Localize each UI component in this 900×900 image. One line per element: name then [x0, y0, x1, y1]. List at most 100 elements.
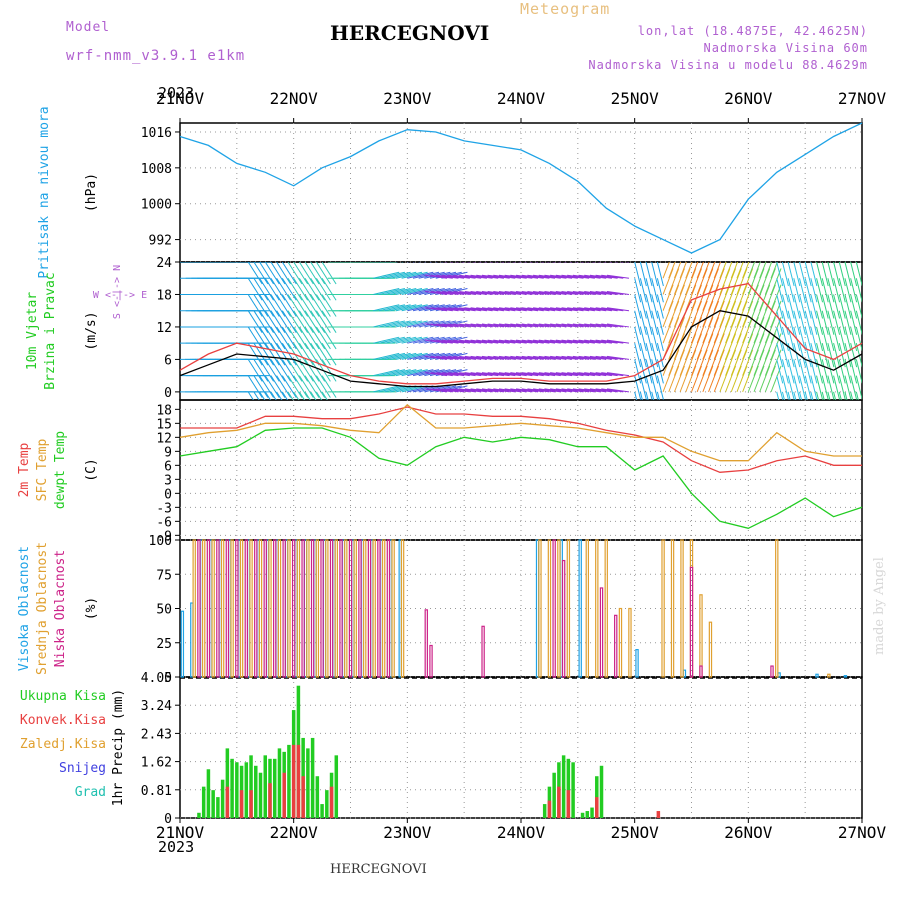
wind-barb: [827, 359, 835, 384]
wind-barb: [719, 262, 727, 279]
wind-barb: [510, 339, 533, 344]
wind-barb: [759, 349, 771, 376]
wind-barb: [464, 274, 487, 279]
wind-barb: [759, 365, 771, 393]
model-label: Model: [66, 20, 111, 35]
wind-barb: [827, 294, 835, 319]
wind-barb: [430, 372, 453, 377]
wind-barb: [373, 304, 400, 312]
precip-bar: [296, 744, 301, 818]
wind-barb: [753, 349, 765, 376]
wind-barb: [533, 274, 556, 279]
precip-bar: [268, 783, 272, 818]
wind-barb: [453, 355, 476, 360]
wind-barb: [527, 372, 550, 377]
wind-barb: [270, 326, 286, 350]
wind-barb: [293, 277, 309, 301]
wind-barb: [572, 372, 595, 377]
wind-barb: [821, 343, 829, 368]
wind-barb: [844, 294, 852, 319]
wind-barb: [498, 355, 522, 360]
wind-barb: [442, 372, 465, 377]
wind-barb: [742, 262, 750, 279]
cloud-bar: [239, 539, 244, 678]
wind-barb: [810, 391, 814, 400]
wind-barb: [850, 343, 858, 368]
wind-barb: [634, 310, 642, 335]
wind-barb: [747, 262, 756, 279]
wind-barb: [464, 323, 487, 328]
wind-barb: [413, 262, 416, 263]
cloud-bar: [273, 539, 277, 678]
wind-barb: [589, 388, 613, 393]
wind-barb: [436, 290, 459, 295]
wind-barb: [401, 320, 428, 328]
wind-barb: [315, 342, 331, 366]
wind-barb: [390, 304, 417, 312]
wind-barb: [833, 391, 837, 400]
wind-barb: [304, 294, 320, 317]
cloud-bar: [339, 539, 343, 678]
wind-barb: [510, 372, 533, 377]
wind-barb: [521, 323, 544, 328]
wind-barb: [544, 307, 567, 312]
wind-barb: [555, 355, 578, 360]
wind-barb: [781, 278, 789, 303]
wind-barb: [736, 262, 744, 279]
wind-barb: [390, 287, 417, 295]
wind-barb: [776, 375, 784, 400]
wind-barb: [276, 294, 292, 317]
precip-bar: [225, 748, 230, 818]
wind-barb: [810, 294, 818, 319]
wind-barb: [315, 391, 323, 400]
wind-barb: [510, 388, 533, 393]
wind-barb: [685, 284, 697, 311]
wind-barb: [578, 323, 601, 328]
wind-barb: [521, 339, 544, 344]
wind-barb: [276, 262, 292, 285]
wind-barb: [651, 294, 659, 319]
wind-barb: [487, 274, 510, 279]
wind-barb: [493, 372, 516, 377]
wind-barb: [850, 294, 858, 319]
wind-barb: [601, 339, 624, 344]
wind-barb: [253, 391, 260, 400]
cloud-bar: [320, 539, 324, 678]
wind-barb: [264, 262, 280, 285]
wind-barb: [470, 388, 493, 393]
precip-bar: [230, 758, 234, 818]
wind-barb: [595, 307, 618, 312]
precip-bar: [306, 748, 310, 818]
wind-barb: [606, 290, 630, 295]
wind-barb: [470, 290, 493, 295]
wind-barb: [270, 310, 286, 333]
wind-barb: [567, 323, 590, 328]
wind-barb: [639, 310, 647, 335]
wind-barb: [441, 262, 444, 263]
wind-barb: [816, 326, 824, 352]
wind-barb: [515, 355, 539, 360]
wind-barb: [259, 294, 274, 317]
wind-barb: [259, 359, 274, 382]
wind-barb: [730, 365, 742, 393]
wind-barb: [498, 388, 522, 393]
wind-barb: [476, 339, 499, 344]
model-altitude-label: Nadmorska Visina u modelu 88.4629m: [588, 58, 868, 72]
cloud-bar: [381, 539, 386, 678]
precip-bar: [315, 776, 320, 818]
wind-barb: [259, 262, 274, 285]
wind-barb: [425, 274, 448, 279]
pressure-ytick-label: 1000: [141, 198, 172, 213]
wind-barb: [321, 342, 337, 366]
wind-barb: [567, 307, 590, 312]
precip-bar: [277, 748, 282, 818]
wind-barb: [793, 262, 801, 287]
wind-barb: [373, 369, 400, 377]
wind-barb: [759, 300, 771, 328]
wind-barb: [298, 262, 314, 285]
wind-barb: [293, 359, 309, 382]
temperature-ylabel: (C): [84, 458, 99, 481]
wind-barb: [259, 342, 274, 366]
wind-barb: [470, 307, 493, 312]
wind-barb: [691, 316, 702, 344]
